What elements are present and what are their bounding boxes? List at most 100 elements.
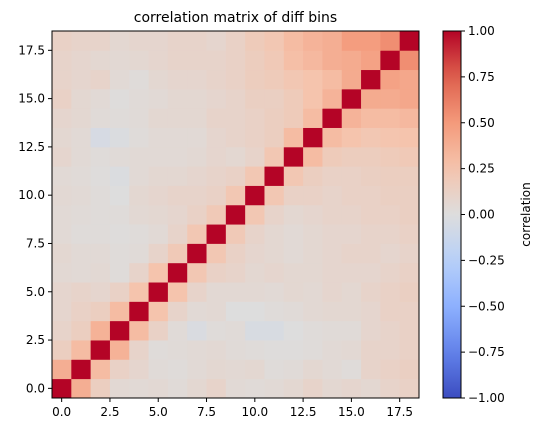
heatmap-cell xyxy=(225,282,246,302)
heatmap-cell xyxy=(148,378,169,399)
heatmap-cell xyxy=(399,108,420,128)
heatmap-cell xyxy=(303,31,323,51)
heatmap-cell xyxy=(225,301,246,322)
heatmap-cell xyxy=(399,243,420,264)
colorbar-tick-label: 1.00 xyxy=(468,24,495,38)
heatmap-cell xyxy=(90,50,111,71)
heatmap-cell xyxy=(148,31,169,51)
heatmap-cell xyxy=(148,127,169,148)
heatmap-cell xyxy=(167,50,188,71)
heatmap-cell xyxy=(206,204,227,225)
heatmap-cell xyxy=(283,320,304,341)
heatmap-cell xyxy=(187,224,207,244)
colorbar-tick-label: 0.50 xyxy=(468,116,495,130)
colorbar-tick-label: −1.00 xyxy=(468,391,505,405)
x-tick-label: 17.5 xyxy=(386,405,413,419)
heatmap-cell xyxy=(167,108,188,128)
heatmap-cell xyxy=(361,204,381,225)
heatmap-cell xyxy=(90,359,111,380)
heatmap-cell xyxy=(361,282,381,302)
heatmap-cell xyxy=(90,127,111,148)
heatmap-cell xyxy=(71,69,92,90)
heatmap-cell xyxy=(264,166,285,186)
heatmap-cell xyxy=(341,166,362,186)
heatmap-cell xyxy=(187,185,207,206)
heatmap-cell xyxy=(225,340,246,360)
heatmap-cell xyxy=(245,69,265,90)
heatmap-cell xyxy=(148,282,169,302)
heatmap-cell xyxy=(399,378,420,399)
heatmap-cell xyxy=(225,108,246,128)
heatmap-cell xyxy=(264,108,285,128)
heatmap-cell xyxy=(303,127,323,148)
heatmap-cell xyxy=(167,224,188,244)
heatmap-cell xyxy=(399,50,420,71)
heatmap-cell xyxy=(90,204,111,225)
heatmap-cell xyxy=(283,31,304,51)
heatmap-cell xyxy=(245,262,265,283)
heatmap-cell xyxy=(167,340,188,360)
heatmap-cell xyxy=(264,320,285,341)
heatmap-cell xyxy=(264,359,285,380)
heatmap-cell xyxy=(52,282,72,302)
heatmap-cell xyxy=(322,320,343,341)
heatmap-cell xyxy=(341,88,362,109)
heatmap-cell xyxy=(264,282,285,302)
heatmap-cell xyxy=(52,69,72,90)
heatmap-cell xyxy=(303,146,323,167)
heatmap-cell xyxy=(52,31,72,51)
heatmap-cell xyxy=(71,378,92,399)
heatmap-cell xyxy=(245,224,265,244)
heatmap-cell xyxy=(71,301,92,322)
heatmap-cell xyxy=(206,340,227,360)
x-tick-label: 5.0 xyxy=(149,405,168,419)
y-tick-label: 7.5 xyxy=(26,236,45,250)
heatmap-cell xyxy=(322,146,343,167)
heatmap-cell xyxy=(264,31,285,51)
heatmap-cell xyxy=(380,108,401,128)
heatmap-cell xyxy=(225,50,246,71)
heatmap-cell xyxy=(148,320,169,341)
heatmap-cell xyxy=(283,301,304,322)
heatmap-cell xyxy=(225,31,246,51)
heatmap-cell xyxy=(187,359,207,380)
heatmap-cell xyxy=(361,146,381,167)
colorbar: −1.00 −0.75 −0.50 −0.25 0.00 0.25 0.50 0.75 1.00… xyxy=(442,24,533,405)
heatmap-cell xyxy=(399,224,420,244)
heatmap-cell xyxy=(380,204,401,225)
colorbar-ticks: −1.00 −0.75 −0.50 −0.25 0.00 0.25 0.50 0.75 1.00 xyxy=(461,24,505,405)
heatmap-cell xyxy=(129,282,149,302)
heatmap-cell xyxy=(109,243,130,264)
heatmap-cell xyxy=(90,320,111,341)
heatmap-cell xyxy=(187,262,207,283)
heatmap-cell xyxy=(283,243,304,264)
heatmap-cell xyxy=(187,282,207,302)
heatmap-cell xyxy=(225,262,246,283)
heatmap-cell xyxy=(148,166,169,186)
heatmap-cell xyxy=(322,88,343,109)
heatmap-cell xyxy=(167,378,188,399)
heatmap-cell xyxy=(264,224,285,244)
x-tick-label: 15.0 xyxy=(338,405,365,419)
heatmap-cell xyxy=(303,243,323,264)
heatmap-cell xyxy=(303,340,323,360)
heatmap-cell xyxy=(341,282,362,302)
heatmap-cell xyxy=(283,146,304,167)
heatmap-cell xyxy=(109,262,130,283)
heatmap-cell xyxy=(341,301,362,322)
heatmap-cell xyxy=(206,185,227,206)
heatmap-cell xyxy=(303,359,323,380)
heatmap-cell xyxy=(341,146,362,167)
heatmap-cell xyxy=(341,127,362,148)
colorbar-tick-label: −0.50 xyxy=(468,299,505,313)
heatmap-cell xyxy=(264,301,285,322)
heatmap-cell xyxy=(206,166,227,186)
heatmap-cell xyxy=(245,359,265,380)
heatmap-cell xyxy=(109,378,130,399)
y-tick-label: 17.5 xyxy=(18,43,45,57)
heatmap-cell xyxy=(303,88,323,109)
heatmap-cell xyxy=(129,31,149,51)
heatmap-cell xyxy=(264,340,285,360)
heatmap-cell xyxy=(380,340,401,360)
heatmap-cell xyxy=(303,166,323,186)
